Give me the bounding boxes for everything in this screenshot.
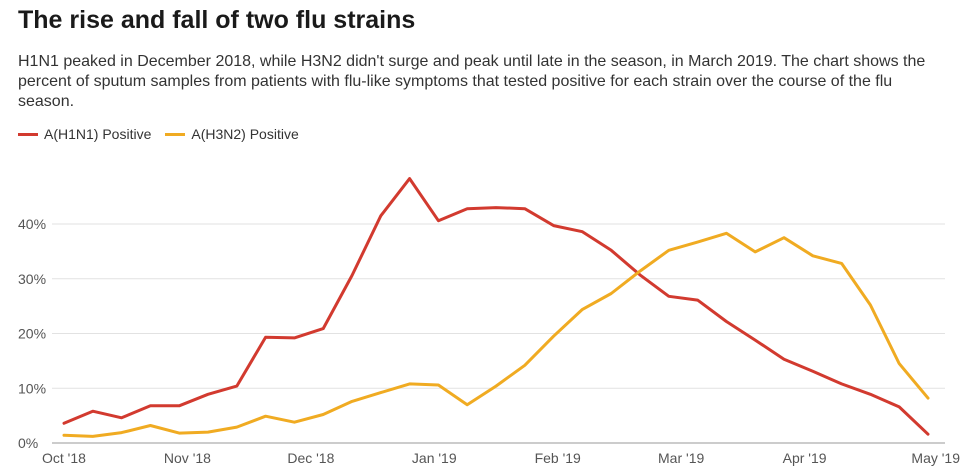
y-tick-label: 0% <box>18 435 38 451</box>
legend: A(H1N1) Positive A(H3N2) Positive <box>18 126 313 142</box>
x-tick-label: Nov '18 <box>164 450 211 466</box>
x-tick-label: Feb '19 <box>535 450 581 466</box>
legend-label-h3n2: A(H3N2) Positive <box>191 126 299 142</box>
x-tick-label: Mar '19 <box>658 450 704 466</box>
legend-swatch-h3n2 <box>165 132 186 136</box>
x-tick-label: Dec '18 <box>287 450 334 466</box>
x-tick-label: May '19 <box>911 450 960 466</box>
y-tick-label: 40% <box>18 216 46 232</box>
x-tick-label: Oct '18 <box>42 450 86 466</box>
legend-label-h1n1: A(H1N1) Positive <box>44 126 152 142</box>
chart-title: The rise and fall of two flu strains <box>18 6 416 34</box>
chart-subtitle: H1N1 peaked in December 2018, while H3N2… <box>18 53 926 110</box>
legend-item-h3n2: A(H3N2) Positive <box>165 126 299 142</box>
y-tick-label: 30% <box>18 271 46 287</box>
series-line-h3n2 <box>62 231 930 438</box>
x-tick-label: Apr '19 <box>783 450 827 466</box>
y-tick-label: 10% <box>18 380 46 396</box>
legend-swatch-h1n1 <box>18 132 38 136</box>
legend-item-h1n1: A(H1N1) Positive <box>18 126 151 142</box>
y-tick-label: 20% <box>18 326 46 342</box>
series-line-h1n1 <box>62 177 930 436</box>
x-tick-label: Jan '19 <box>412 450 457 466</box>
